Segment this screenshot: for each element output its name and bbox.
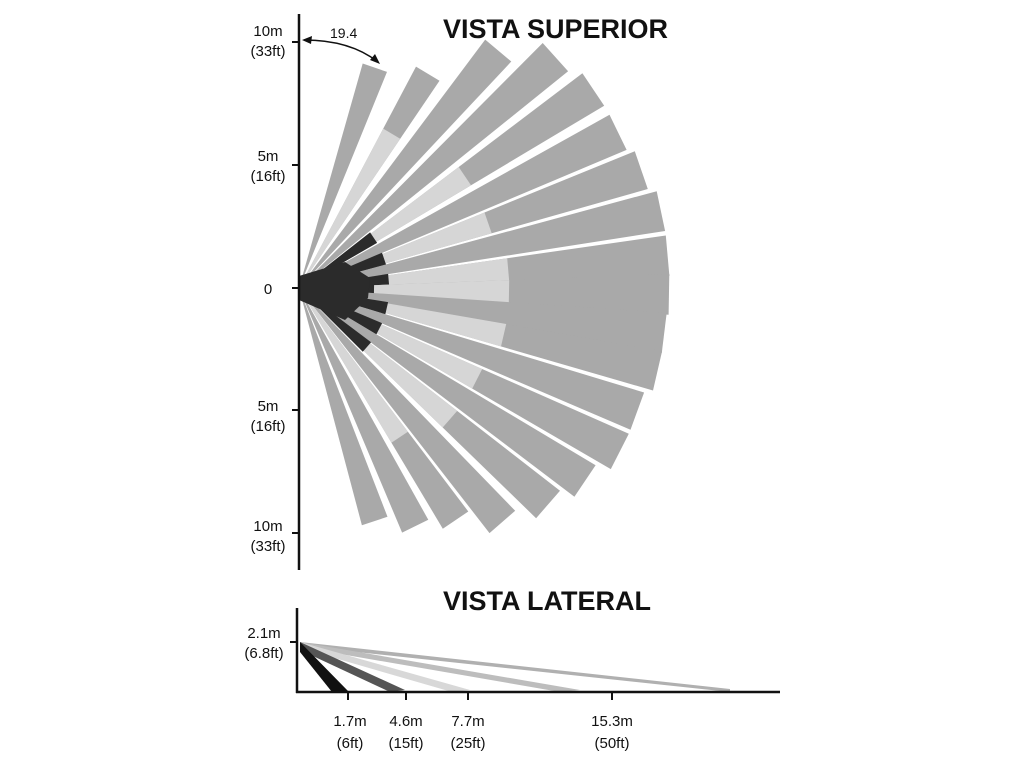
beam-far-zone-3 — [299, 39, 512, 288]
beam-far-zone-17 — [299, 288, 516, 534]
svg-text:(6.8ft): (6.8ft) — [244, 645, 283, 662]
side-distance-label-2: 4.6m (15ft) — [388, 713, 423, 752]
svg-text:(33ft): (33ft) — [250, 538, 285, 555]
svg-text:4.6m: 4.6m — [389, 713, 422, 730]
beam-far-zone-1 — [299, 63, 387, 288]
svg-text:5m: 5m — [258, 148, 279, 165]
angle-arrowhead-left — [302, 36, 312, 44]
side-view-title: VISTA LATERAL — [443, 586, 651, 616]
beam-mid-zone-2 — [299, 128, 401, 288]
beam-far-zone-6 — [299, 114, 627, 288]
beam-far-zone-19 — [299, 288, 429, 533]
side-distance-label-1: 1.7m (6ft) — [333, 713, 366, 752]
beam-mid-zone-18 — [299, 288, 408, 443]
svg-text:5m: 5m — [258, 398, 279, 415]
side-beam-mid — [300, 642, 470, 692]
side-distance-label-3: 7.7m (25ft) — [450, 713, 485, 752]
side-beam-near — [300, 642, 405, 692]
svg-text:0: 0 — [264, 281, 272, 298]
y-label-10m-top: 10m (33ft) — [250, 23, 285, 60]
side-beam-far — [300, 642, 730, 692]
svg-text:7.7m: 7.7m — [451, 713, 484, 730]
beam-far-zone-4 — [299, 43, 569, 288]
beam-far-zone-13 — [299, 288, 645, 430]
sensor-core-zone — [299, 262, 370, 320]
beam-far-zone-8 — [299, 191, 666, 288]
side-beam-closest — [300, 642, 348, 692]
angle-arrowhead-right — [370, 54, 380, 64]
y-label-5m-bottom: 5m (16ft) — [250, 398, 285, 435]
svg-text:(50ft): (50ft) — [594, 735, 629, 752]
svg-text:(15ft): (15ft) — [388, 735, 423, 752]
svg-text:(25ft): (25ft) — [450, 735, 485, 752]
side-distance-label-4: 15.3m (50ft) — [591, 713, 633, 752]
svg-text:(33ft): (33ft) — [250, 43, 285, 60]
svg-text:(6ft): (6ft) — [337, 735, 364, 752]
angle-annotation: 19.4 — [302, 25, 380, 64]
svg-text:2.1m: 2.1m — [247, 625, 280, 642]
top-view-title: VISTA SUPERIOR — [443, 14, 668, 44]
svg-text:10m: 10m — [253, 518, 282, 535]
side-view: VISTA LATERAL 2.1m (6.8ft) 1.7m (6ft) 4. — [244, 586, 780, 752]
beam-far-zone-15 — [299, 288, 596, 497]
side-beam-far-2 — [300, 642, 580, 692]
y-label-5m-top: 5m (16ft) — [250, 148, 285, 185]
svg-text:10m: 10m — [253, 23, 282, 40]
top-view-beams — [299, 39, 670, 534]
y-label-zero: 0 — [264, 281, 272, 298]
svg-text:(16ft): (16ft) — [250, 168, 285, 185]
svg-text:(16ft): (16ft) — [250, 418, 285, 435]
side-height-label: 2.1m (6.8ft) — [244, 625, 283, 662]
angle-arc — [303, 39, 379, 63]
beam-far-zone-20 — [299, 288, 388, 526]
side-view-beams — [300, 642, 730, 692]
svg-text:1.7m: 1.7m — [333, 713, 366, 730]
y-label-10m-bottom: 10m (33ft) — [250, 518, 285, 555]
angle-value: 19.4 — [330, 25, 357, 41]
top-view: VISTA SUPERIOR 10m (33ft) 5m (16ft) 0 5m… — [250, 14, 670, 570]
svg-text:15.3m: 15.3m — [591, 713, 633, 730]
beam-mid-zone-10 — [299, 280, 510, 304]
